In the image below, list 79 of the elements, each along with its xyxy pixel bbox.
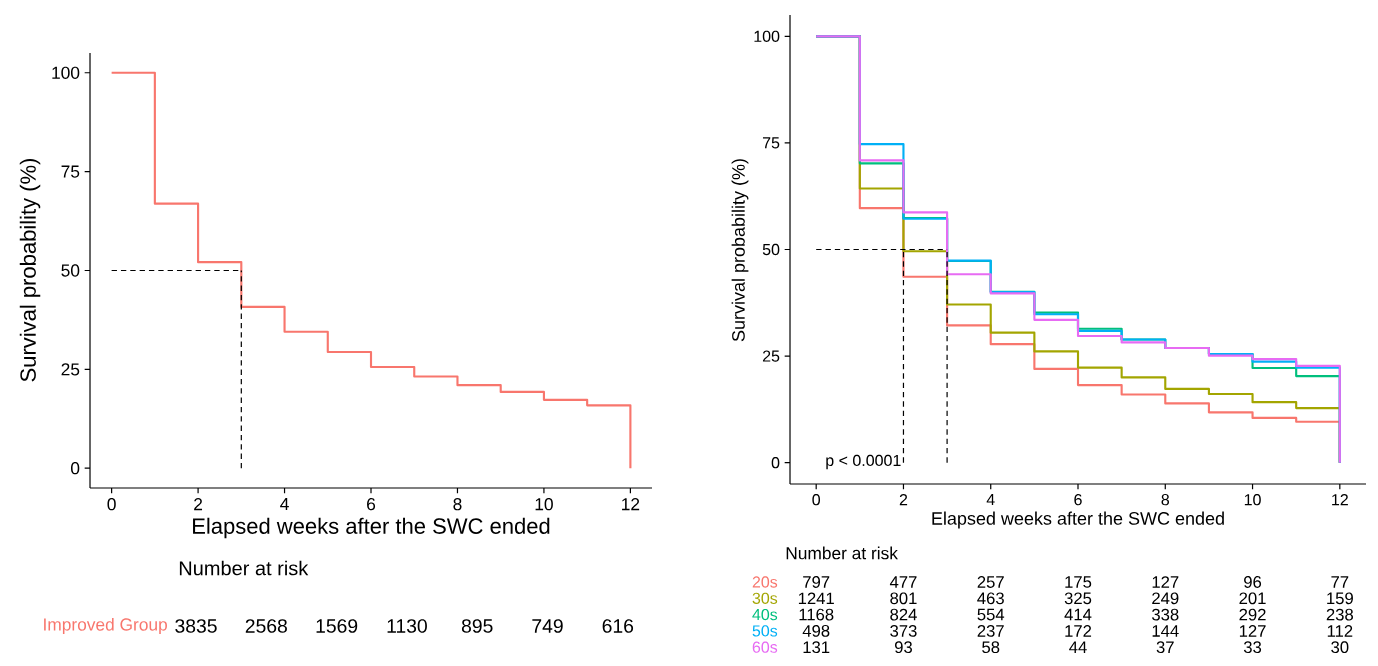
text: 237 bbox=[977, 625, 1004, 637]
annotation: p < 0.0001 bbox=[826, 454, 901, 470]
text: 749 bbox=[532, 619, 563, 633]
text: 58 bbox=[982, 641, 1000, 654]
text: 30 bbox=[1331, 641, 1349, 654]
text: 3835 bbox=[175, 619, 217, 633]
x-tick-label: 2 bbox=[194, 498, 203, 511]
text: 159 bbox=[1327, 592, 1353, 605]
y-tick-label: 75 bbox=[762, 137, 780, 149]
x-tick-label: 0 bbox=[107, 498, 116, 511]
text: 1130 bbox=[387, 619, 427, 633]
x-tick-label: 2 bbox=[899, 494, 908, 506]
text: 1168 bbox=[799, 608, 834, 621]
x-axis-title: Elapsed weeks after the SWC ended bbox=[193, 517, 550, 539]
y-tick-label: 0 bbox=[771, 457, 780, 469]
text: 40s bbox=[752, 608, 778, 621]
text: 801 bbox=[890, 592, 917, 605]
x-tick-label: 8 bbox=[1161, 494, 1170, 506]
y-tick-label: 100 bbox=[754, 30, 780, 42]
text: 477 bbox=[889, 576, 917, 588]
x-tick-label: 4 bbox=[986, 494, 995, 506]
x-tick-label: 12 bbox=[622, 498, 640, 511]
text: 249 bbox=[1152, 592, 1179, 605]
text: 824 bbox=[890, 608, 917, 621]
text: 1569 bbox=[316, 619, 358, 633]
text: 616 bbox=[602, 619, 634, 633]
text: 292 bbox=[1239, 608, 1266, 621]
text: 895 bbox=[461, 619, 493, 633]
y-axis-title: Survival probability (%) bbox=[19, 158, 41, 382]
y-tick-label: 75 bbox=[61, 165, 80, 178]
text: 172 bbox=[1065, 625, 1092, 637]
x-tick-label: 8 bbox=[453, 498, 462, 511]
text: 112 bbox=[1327, 625, 1353, 637]
y-tick-label: 100 bbox=[52, 66, 80, 79]
y-axis-title: Survival probability (%) bbox=[731, 159, 749, 342]
y-tick-label: 50 bbox=[61, 264, 80, 277]
x-tick-label: 6 bbox=[1074, 494, 1082, 506]
text: 201 bbox=[1239, 592, 1266, 605]
text: 30s bbox=[752, 592, 778, 604]
text: Number at risk bbox=[179, 560, 309, 576]
x-tick-label: 6 bbox=[367, 498, 376, 511]
text: 93 bbox=[894, 641, 912, 654]
text: 1241 bbox=[798, 592, 834, 605]
x-tick-label: 4 bbox=[280, 498, 289, 510]
y-tick-label: 25 bbox=[61, 363, 80, 376]
text: 338 bbox=[1152, 608, 1179, 621]
text: 131 bbox=[803, 641, 830, 654]
x-tick-label: 0 bbox=[812, 494, 821, 506]
text: 2568 bbox=[245, 619, 287, 633]
y-tick-label: 50 bbox=[762, 243, 780, 256]
text: 463 bbox=[977, 592, 1004, 605]
text: 414 bbox=[1064, 608, 1092, 621]
text: 373 bbox=[890, 625, 917, 637]
text: 37 bbox=[1156, 641, 1174, 654]
text: 33 bbox=[1243, 641, 1262, 654]
text: 20s bbox=[752, 576, 778, 588]
x-axis-title: Elapsed weeks after the SWC ended bbox=[932, 511, 1224, 529]
text: 127 bbox=[1239, 625, 1266, 637]
text: 257 bbox=[977, 576, 1004, 588]
y-tick-label: 0 bbox=[70, 462, 80, 475]
x-tick-label: 12 bbox=[1332, 494, 1348, 506]
text: 144 bbox=[1152, 625, 1179, 637]
text: 44 bbox=[1069, 641, 1087, 653]
text: 175 bbox=[1065, 576, 1092, 588]
text: 96 bbox=[1244, 576, 1262, 588]
text: 797 bbox=[803, 576, 830, 588]
text: 60s bbox=[752, 641, 778, 653]
x-tick-label: 10 bbox=[535, 498, 553, 511]
text: 325 bbox=[1064, 592, 1092, 605]
text: Improved Group bbox=[44, 617, 167, 635]
text: 554 bbox=[977, 608, 1005, 621]
text: 77 bbox=[1331, 576, 1349, 588]
x-tick-label: 10 bbox=[1244, 494, 1261, 506]
text: 127 bbox=[1152, 576, 1179, 588]
text: 50s bbox=[752, 625, 778, 637]
text: 238 bbox=[1326, 608, 1354, 621]
text: 498 bbox=[802, 625, 830, 637]
y-tick-label: 25 bbox=[762, 350, 780, 362]
text: Number at risk bbox=[786, 546, 898, 560]
